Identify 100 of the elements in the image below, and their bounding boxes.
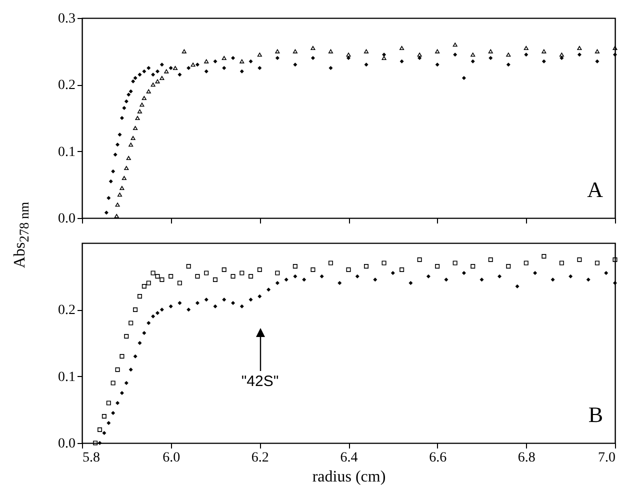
- point: [435, 62, 440, 67]
- point: [126, 156, 131, 160]
- point: [542, 49, 546, 54]
- point: [231, 56, 236, 60]
- point: [595, 59, 600, 64]
- x-tick-label: 6.0: [162, 450, 180, 466]
- point: [577, 46, 582, 50]
- point: [190, 62, 196, 67]
- point: [135, 116, 140, 120]
- x-tick-label: 6.8: [518, 450, 536, 466]
- point: [470, 59, 475, 64]
- point: [364, 62, 368, 67]
- point: [124, 166, 129, 170]
- point: [594, 49, 600, 54]
- point: [248, 59, 253, 64]
- y-tick-label: 0.0: [58, 212, 76, 226]
- point: [150, 82, 156, 87]
- point: [328, 49, 334, 54]
- point: [328, 66, 333, 70]
- point: [164, 69, 169, 74]
- point: [613, 52, 617, 57]
- point: [178, 72, 182, 77]
- point: [126, 92, 131, 97]
- point: [120, 186, 124, 190]
- point: [435, 49, 440, 54]
- y-tick-label: 0.2: [58, 78, 76, 94]
- point: [524, 52, 528, 57]
- point: [488, 56, 493, 60]
- point: [117, 192, 122, 197]
- point: [116, 142, 120, 147]
- point: [104, 210, 108, 215]
- annotation: A: [587, 177, 604, 202]
- point: [222, 66, 226, 70]
- point: [213, 59, 218, 64]
- point: [524, 46, 528, 50]
- point: [138, 72, 142, 77]
- point: [488, 49, 493, 54]
- point: [115, 202, 120, 207]
- point: [382, 56, 386, 60]
- point: [506, 52, 511, 57]
- point: [106, 196, 111, 200]
- point: [111, 169, 116, 174]
- point: [155, 79, 160, 84]
- point: [293, 62, 298, 67]
- y-tick-label: 0.0: [58, 436, 76, 452]
- x-tick-label: 6.4: [340, 450, 358, 466]
- point: [133, 126, 138, 130]
- x-tick-label: 5.8: [82, 450, 100, 466]
- point: [275, 49, 280, 54]
- point: [146, 66, 151, 70]
- point: [577, 52, 582, 57]
- y-tick-label: 0.3: [58, 12, 76, 26]
- point: [462, 76, 466, 80]
- point: [559, 52, 564, 57]
- point: [140, 102, 144, 107]
- point: [122, 176, 126, 180]
- point: [156, 69, 160, 74]
- point: [275, 56, 280, 60]
- point: [114, 214, 119, 218]
- point: [146, 89, 151, 94]
- point: [346, 56, 350, 60]
- annotation: "42S": [241, 373, 279, 390]
- point: [506, 62, 510, 67]
- point: [120, 116, 124, 120]
- point: [118, 132, 122, 137]
- point: [364, 49, 369, 54]
- y-tick-label: 0.2: [58, 303, 76, 318]
- point: [346, 52, 351, 57]
- point: [195, 62, 200, 67]
- point: [400, 59, 404, 64]
- point: [612, 46, 618, 50]
- point: [418, 56, 422, 60]
- point: [186, 66, 191, 70]
- point: [542, 59, 546, 64]
- point: [204, 69, 208, 74]
- point: [382, 52, 386, 57]
- point: [470, 52, 476, 57]
- x-tick-label: 6.6: [429, 450, 447, 466]
- point: [168, 66, 173, 70]
- point: [182, 49, 186, 54]
- point: [160, 62, 164, 67]
- point: [417, 52, 422, 57]
- x-tick-label: 7.0: [598, 450, 616, 466]
- point: [151, 72, 156, 77]
- point: [173, 66, 178, 70]
- point: [204, 59, 209, 64]
- point: [560, 56, 564, 60]
- point: [292, 49, 298, 54]
- point: [133, 76, 138, 80]
- point: [452, 42, 458, 47]
- point: [128, 142, 134, 147]
- point: [142, 96, 146, 100]
- point: [453, 52, 458, 57]
- point: [113, 152, 118, 157]
- point: [240, 59, 244, 64]
- x-axis-title: radius (cm): [312, 468, 386, 486]
- point: [222, 56, 226, 60]
- point: [137, 109, 142, 114]
- x-tick-label: 6.2: [251, 450, 269, 466]
- point: [310, 46, 316, 50]
